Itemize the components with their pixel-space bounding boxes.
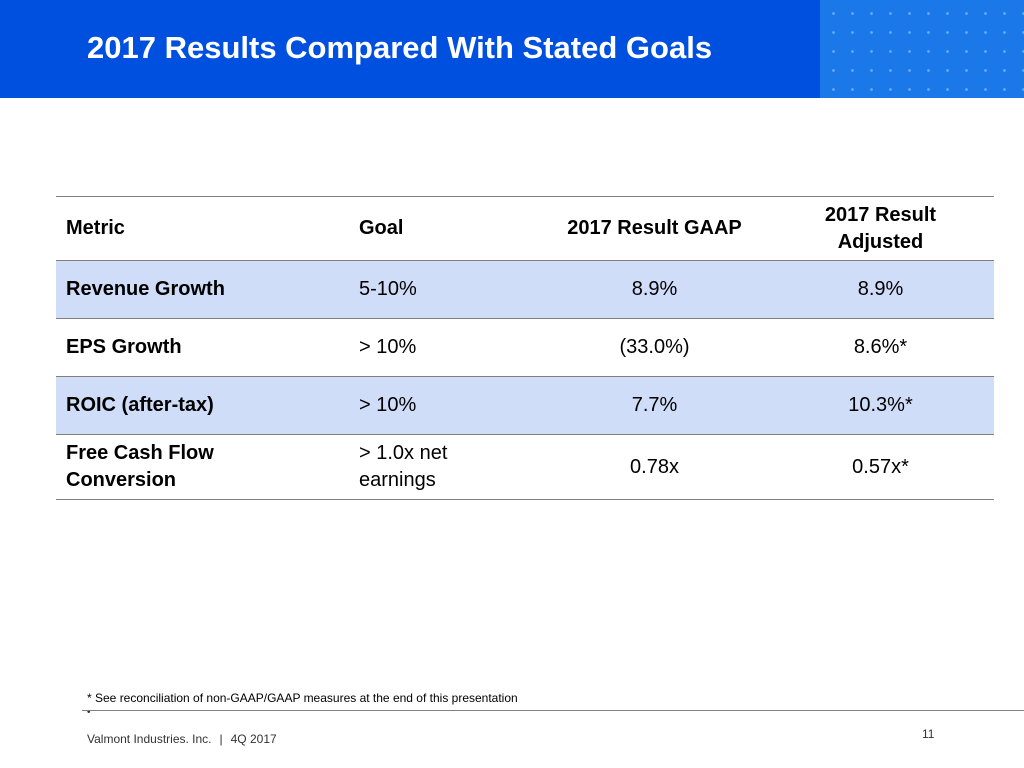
- goal-cell: > 1.0x net earnings: [349, 435, 542, 500]
- goal-line2: earnings: [359, 469, 436, 491]
- gaap-result-cell: 7.7%: [631, 394, 678, 416]
- table-row: ROIC (after-tax) > 10% 7.7% 10.3%*: [56, 376, 994, 435]
- goal-line1: > 1.0x net: [359, 442, 448, 464]
- header-metric: Metric: [66, 217, 125, 239]
- report-period: 4Q 2017: [230, 732, 277, 746]
- goal-cell: > 10%: [359, 394, 417, 416]
- slide-title: 2017 Results Compared With Stated Goals: [87, 30, 713, 65]
- footer-bullet: •: [87, 707, 91, 718]
- adjusted-result-cell: 8.6%*: [853, 336, 908, 358]
- footer-text: Valmont Industries. Inc. | 4Q 2017: [87, 732, 277, 746]
- metric-cell: Free Cash Flow Conversion: [56, 435, 349, 500]
- header-adjusted-line2: Adjusted: [837, 230, 924, 253]
- metric-line2: Conversion: [66, 469, 177, 491]
- company-name: Valmont Industries. Inc.: [87, 732, 212, 746]
- table-row: EPS Growth > 10% (33.0%) 8.6%*: [56, 319, 994, 377]
- metric-cell: Revenue Growth: [66, 278, 225, 300]
- metric-line1: Free Cash Flow: [66, 442, 214, 464]
- table-row: Revenue Growth 5-10% 8.9% 8.9%: [56, 260, 994, 319]
- adjusted-result-cell: 10.3%*: [848, 394, 913, 416]
- goal-cell: 5-10%: [359, 278, 417, 300]
- footnote: * See reconciliation of non-GAAP/GAAP me…: [87, 691, 518, 705]
- header-gaap: 2017 Result GAAP: [567, 217, 742, 239]
- adjusted-result-cell: 0.57x*: [852, 455, 909, 478]
- footer-separator: |: [219, 732, 223, 746]
- table-row: Free Cash Flow Conversion > 1.0x net ear…: [56, 435, 994, 500]
- metric-cell: ROIC (after-tax): [66, 394, 214, 416]
- gaap-result-cell: (33.0%): [619, 336, 690, 358]
- footer-divider: [82, 710, 1024, 711]
- header-adjusted-line1: 2017 Result: [824, 203, 937, 226]
- adjusted-result-cell: 8.9%: [857, 278, 904, 300]
- table-header-row: Metric Goal 2017 Result GAAP 2017 Result…: [56, 196, 994, 261]
- header-adjusted: 2017 Result Adjusted: [767, 197, 994, 261]
- metric-cell: EPS Growth: [66, 336, 182, 358]
- results-table: Metric Goal 2017 Result GAAP 2017 Result…: [56, 196, 994, 500]
- dot-pattern-decoration: [820, 0, 1024, 98]
- gaap-result-cell: 0.78x: [630, 455, 679, 478]
- header-goal: Goal: [359, 217, 404, 239]
- page-number: 11: [922, 727, 935, 741]
- gaap-result-cell: 8.9%: [631, 278, 678, 300]
- goal-cell: > 10%: [359, 336, 417, 358]
